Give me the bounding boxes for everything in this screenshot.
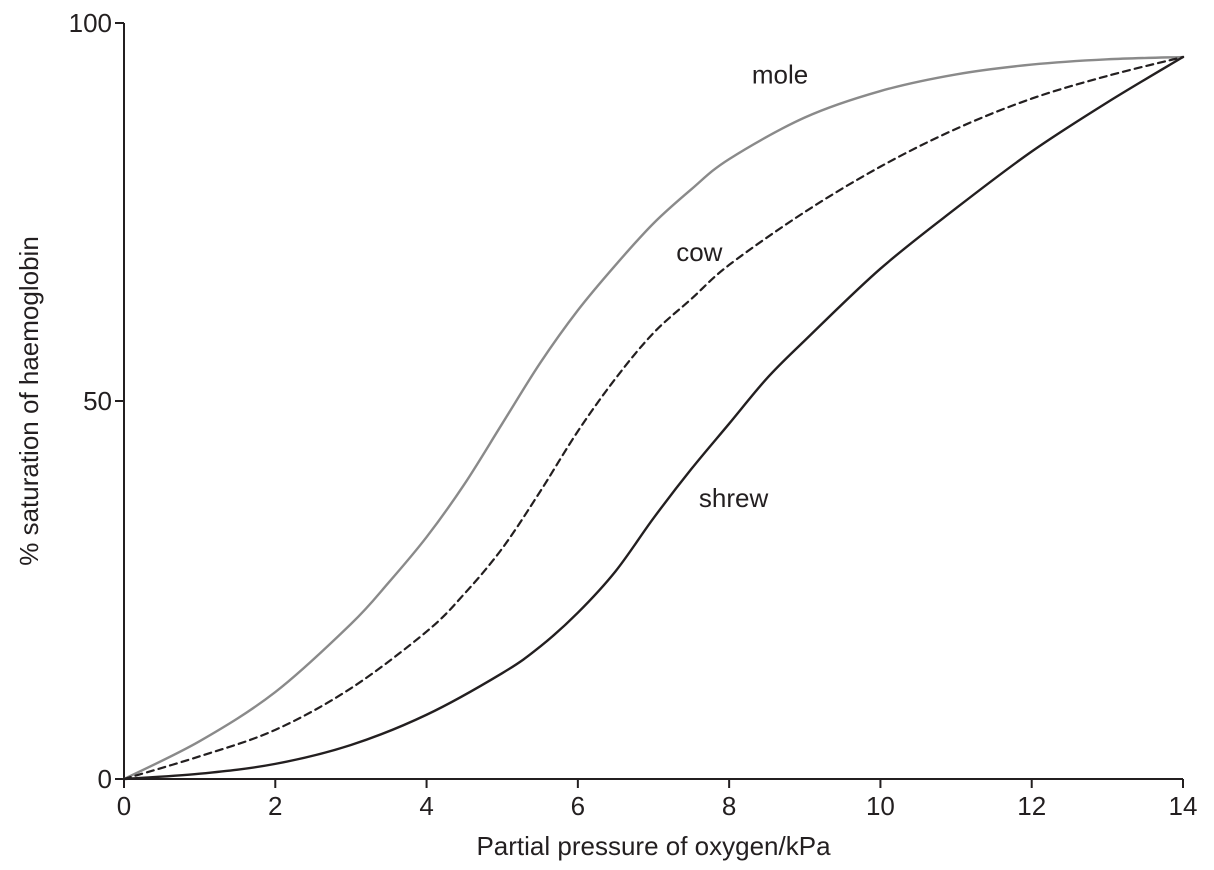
x-tick-label: 2 <box>268 791 282 821</box>
x-tick-label: 12 <box>1017 791 1046 821</box>
x-tick-label: 10 <box>866 791 895 821</box>
series-label-shrew: shrew <box>699 483 769 513</box>
y-axis-title: % saturation of haemoglobin <box>14 236 44 566</box>
y-tick-label: 0 <box>98 764 112 794</box>
series <box>122 55 1185 781</box>
x-ticks: 0 2 4 6 8 10 12 14 <box>117 779 1198 821</box>
x-axis-title: Partial pressure of oxygen/kPa <box>476 831 831 861</box>
series-labels: mole cow shrew <box>676 59 808 512</box>
series-line-cow <box>122 55 1185 781</box>
x-tick-label: 0 <box>117 791 131 821</box>
x-tick-label: 6 <box>571 791 585 821</box>
series-label-mole: mole <box>752 59 808 89</box>
x-tick-label: 4 <box>419 791 433 821</box>
y-tick-label: 100 <box>69 8 112 38</box>
series-line-shrew <box>122 55 1185 781</box>
x-tick-label: 14 <box>1169 791 1198 821</box>
series-line-mole <box>122 55 1185 781</box>
series-label-cow: cow <box>676 237 722 267</box>
x-tick-label: 8 <box>722 791 736 821</box>
y-tick-label: 50 <box>83 386 112 416</box>
axes <box>123 23 1183 780</box>
y-ticks: 0 50 100 <box>69 8 124 794</box>
